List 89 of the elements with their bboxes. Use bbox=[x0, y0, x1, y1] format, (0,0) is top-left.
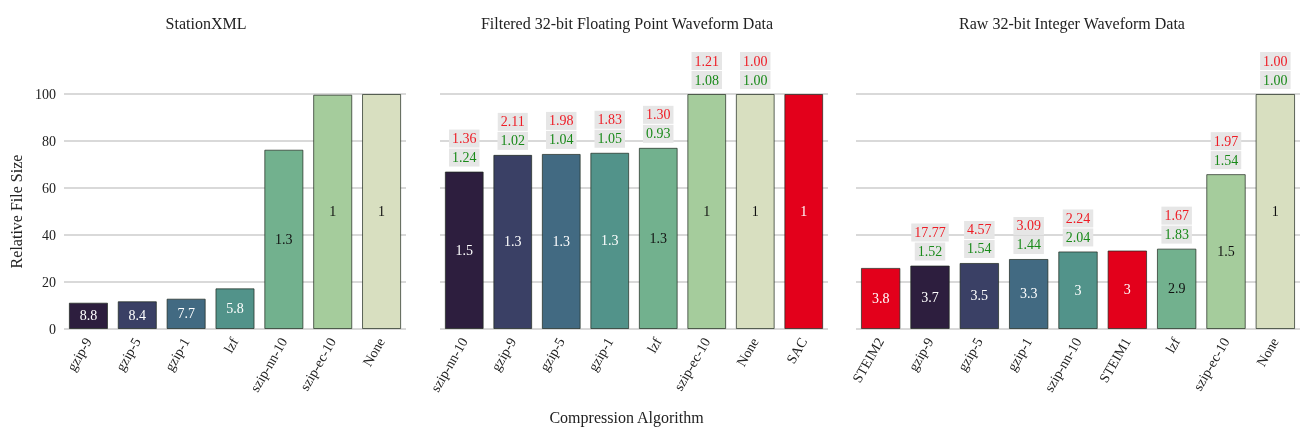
annotation: 1.3 bbox=[504, 234, 522, 250]
annotation: 1.04 bbox=[549, 132, 574, 148]
annotation: 3.7 bbox=[921, 289, 939, 305]
annotation: 3 bbox=[1074, 282, 1082, 298]
annotation: 8.4 bbox=[128, 307, 147, 323]
annotation: 1.54 bbox=[967, 241, 992, 257]
annotation: 2.9 bbox=[1167, 281, 1186, 297]
annotation: 1.97 bbox=[1213, 133, 1239, 149]
bar bbox=[784, 94, 824, 329]
y-tick-label: 20 bbox=[42, 274, 56, 290]
annotation: 1.00 bbox=[1263, 72, 1288, 88]
y-tick-label: 60 bbox=[42, 180, 56, 196]
bar bbox=[638, 147, 678, 329]
annotation: 1.00 bbox=[1263, 53, 1288, 69]
annotation: 2.24 bbox=[1065, 210, 1091, 226]
annotation: 2.11 bbox=[500, 114, 525, 130]
bar bbox=[1156, 248, 1197, 329]
annotation: 3.5 bbox=[970, 288, 989, 304]
annotation: 1.24 bbox=[452, 150, 477, 166]
annotation: 1 bbox=[751, 204, 759, 219]
annotation: 1.67 bbox=[1164, 208, 1189, 224]
bar bbox=[687, 94, 727, 329]
annotation: 1.83 bbox=[1164, 227, 1189, 243]
annotation: 1.21 bbox=[694, 53, 719, 69]
annotation: 1.3 bbox=[601, 233, 619, 249]
chart-title: Raw 32-bit Integer Waveform Data bbox=[959, 14, 1185, 33]
bar bbox=[493, 154, 533, 329]
annotation: 3 bbox=[1123, 282, 1131, 298]
bar bbox=[860, 267, 901, 329]
annotation: 5.8 bbox=[226, 301, 244, 317]
y-axis-title: Relative File Size bbox=[7, 154, 25, 269]
annotation: 1 bbox=[378, 204, 386, 219]
annotation: 1.02 bbox=[500, 133, 525, 149]
bar bbox=[313, 94, 353, 329]
chart-title: StationXML bbox=[165, 14, 247, 32]
bar bbox=[735, 94, 775, 329]
annotation: 1.08 bbox=[694, 72, 719, 88]
annotation: 17.77 bbox=[914, 225, 946, 241]
bar bbox=[166, 298, 206, 329]
bar bbox=[1255, 94, 1296, 329]
annotation: 8.8 bbox=[79, 308, 98, 324]
annotation: 2.04 bbox=[1065, 229, 1091, 245]
annotation: 7.7 bbox=[177, 306, 195, 322]
annotation: 1 bbox=[703, 204, 711, 219]
x-tick-label: lzf bbox=[644, 334, 665, 356]
annotation: 1.30 bbox=[646, 107, 671, 123]
bar bbox=[362, 94, 402, 329]
chart-title: Filtered 32-bit Floating Point Waveform Data bbox=[480, 14, 774, 33]
bar bbox=[541, 153, 581, 329]
bar bbox=[910, 265, 950, 329]
bar bbox=[264, 149, 304, 329]
annotation: 1.05 bbox=[597, 131, 622, 147]
annotation: 4.57 bbox=[967, 222, 992, 238]
y-tick-label: 40 bbox=[42, 227, 56, 243]
annotation: 1.3 bbox=[649, 230, 667, 246]
x-tick-label: lzf bbox=[1162, 334, 1184, 356]
annotation: 0.93 bbox=[646, 126, 671, 142]
annotation: 1 bbox=[1271, 204, 1279, 219]
annotation: 3.09 bbox=[1016, 218, 1041, 234]
annotation: 1.5 bbox=[1217, 244, 1235, 260]
annotation: 1.44 bbox=[1016, 237, 1041, 253]
annotation: 1.36 bbox=[452, 131, 477, 147]
y-tick-label: 0 bbox=[49, 321, 56, 337]
x-tick-label: lzf bbox=[221, 334, 242, 356]
annotation: 3.8 bbox=[871, 290, 890, 306]
bar bbox=[1008, 258, 1049, 329]
bar bbox=[444, 171, 484, 329]
annotation: 1.3 bbox=[275, 231, 293, 247]
annotation: 1.5 bbox=[455, 242, 473, 258]
bar bbox=[959, 262, 1000, 329]
annotation: 1.00 bbox=[743, 72, 768, 88]
bar bbox=[1206, 174, 1246, 329]
annotation: 1.83 bbox=[597, 112, 622, 128]
x-axis-title: Compression Algorithm bbox=[549, 408, 705, 427]
bar bbox=[590, 152, 630, 329]
bar bbox=[1107, 250, 1148, 329]
annotation: 1.52 bbox=[917, 244, 943, 260]
bar bbox=[1058, 251, 1098, 329]
annotation: 3.3 bbox=[1019, 286, 1038, 302]
y-tick-label: 100 bbox=[35, 86, 56, 102]
annotation: 1.00 bbox=[743, 53, 768, 69]
annotation: 1 bbox=[800, 204, 808, 219]
annotation: 1 bbox=[329, 204, 337, 220]
annotation: 1.98 bbox=[549, 113, 574, 129]
bar bbox=[215, 288, 255, 329]
y-tick-label: 80 bbox=[42, 133, 56, 149]
annotation: 1.54 bbox=[1213, 152, 1239, 168]
bar bbox=[117, 301, 157, 329]
annotation: 1.3 bbox=[552, 233, 570, 249]
